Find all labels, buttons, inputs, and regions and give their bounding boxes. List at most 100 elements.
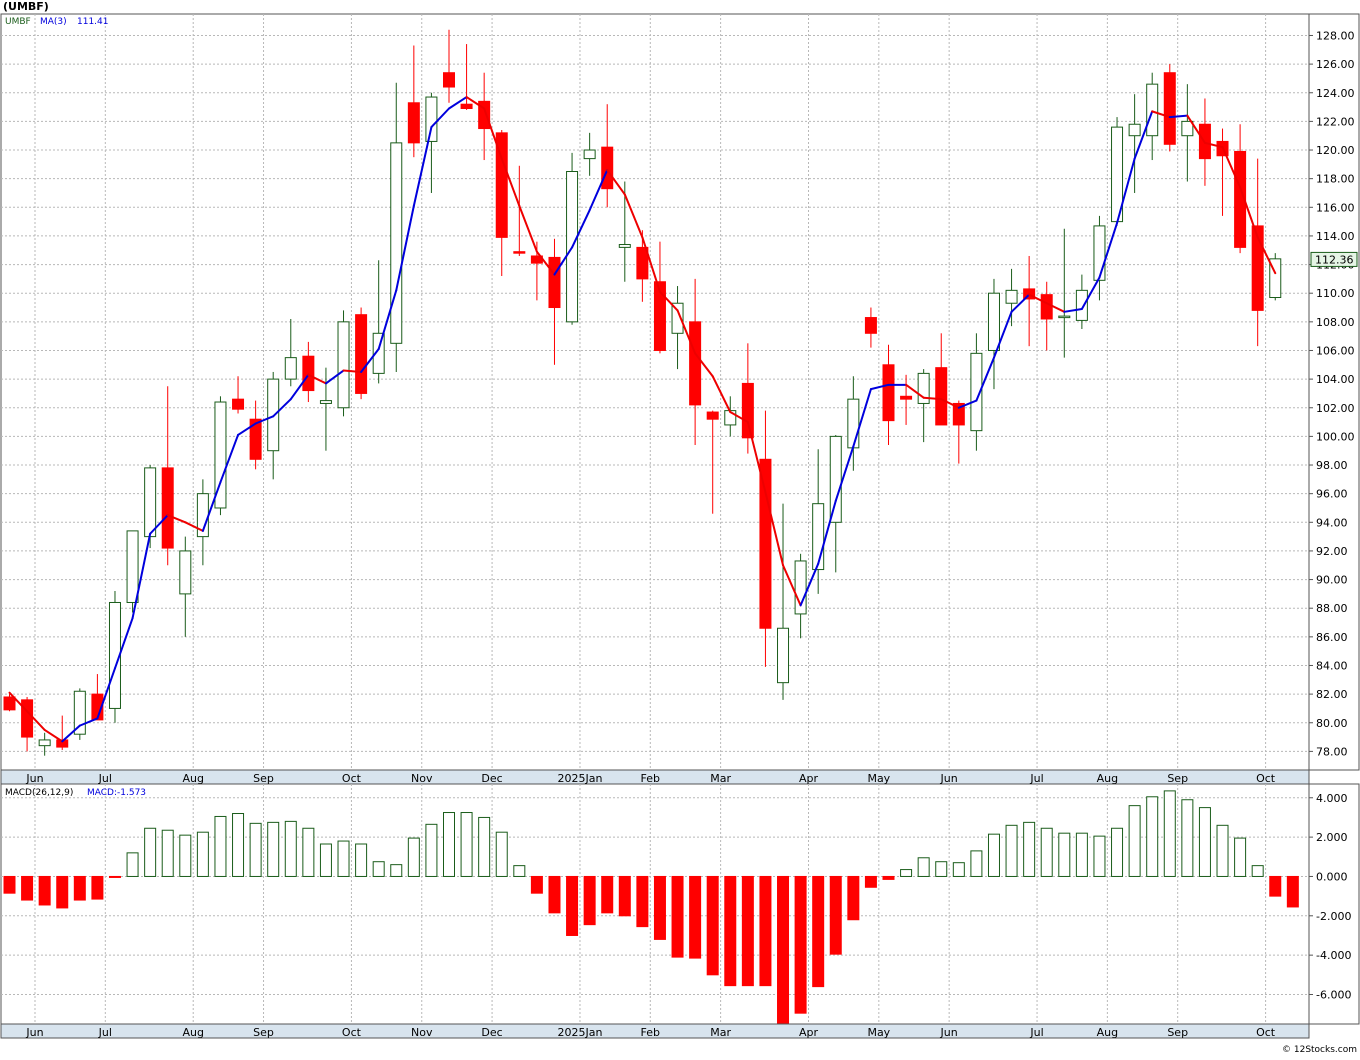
macd-x-label: Nov (411, 1026, 433, 1039)
candle-body (952, 402, 965, 426)
macd-bar (900, 869, 913, 877)
macd-bar (583, 875, 596, 926)
macd-bar (21, 875, 34, 901)
candle (38, 732, 51, 756)
macd-bar (566, 875, 579, 936)
macd-bar (794, 875, 807, 1014)
macd-bar (267, 821, 280, 877)
macd-x-label: May (867, 1026, 890, 1039)
candle-body (777, 627, 790, 684)
candle-body (337, 321, 350, 409)
candle-body (583, 149, 596, 160)
last-price-tag (1310, 251, 1358, 267)
candle-body (1058, 315, 1071, 319)
candle (636, 230, 649, 302)
macd-bar (1058, 832, 1071, 877)
candle (1181, 84, 1194, 182)
macd-bar (91, 875, 104, 900)
candle (249, 400, 262, 470)
candle-body (917, 372, 930, 404)
price-x-label: 2025Jan (557, 772, 602, 785)
price-y-tick-label: 94.00 (1316, 516, 1348, 529)
ma3-segment (377, 289, 398, 351)
macd-x-axis-band (0, 1023, 1310, 1039)
macd-x-label: Sep (1167, 1026, 1188, 1039)
macd-x-label: Oct (1256, 1026, 1276, 1039)
price-y-tick-label: 120.00 (1316, 144, 1355, 157)
candle (319, 367, 332, 451)
candle-body (671, 302, 684, 334)
candle (1075, 274, 1088, 329)
ma3-segment (184, 521, 204, 532)
footer-credit: © 12Stocks.com (1282, 1045, 1357, 1055)
candle-body (144, 467, 157, 538)
ma3-segment (694, 352, 714, 378)
candle (618, 181, 631, 282)
price-y-tick-label: 90.00 (1316, 574, 1348, 587)
candle-body (319, 400, 332, 404)
candle (390, 82, 403, 372)
ma3-segment (448, 96, 468, 110)
candle (1251, 158, 1264, 347)
candle (741, 343, 754, 454)
candle-body (864, 317, 877, 334)
macd-x-label: Jun (25, 1026, 43, 1039)
macd-x-label: Mar (710, 1026, 731, 1039)
candle-body (267, 378, 280, 452)
candle-body (847, 398, 860, 449)
price-x-label: Sep (253, 772, 274, 785)
price-y-tick-label: 86.00 (1316, 631, 1348, 644)
ma3-segment (782, 564, 802, 607)
candle-body (987, 292, 1000, 351)
ma3-segment (237, 422, 257, 436)
ma3-segment (219, 433, 240, 484)
candle-body (741, 382, 754, 439)
ma3-segment (571, 209, 591, 249)
candle (548, 238, 561, 365)
candle (777, 503, 790, 700)
price-y-tick-label: 82.00 (1316, 688, 1348, 701)
candle (601, 104, 614, 208)
ma3-segment (43, 728, 64, 743)
candle-body (1128, 123, 1141, 137)
ma3-segment (641, 236, 661, 293)
ma3-segment (1045, 302, 1066, 313)
ma3-segment (764, 491, 785, 567)
price-x-label: Aug (1097, 772, 1118, 785)
macd-bar (689, 875, 702, 959)
candle (425, 92, 438, 193)
candle (864, 307, 877, 348)
candle-body (1146, 83, 1159, 137)
macd-x-label: Aug (1097, 1026, 1118, 1039)
candle (1128, 94, 1141, 193)
price-y-tick-label: 104.00 (1316, 373, 1355, 386)
macd-bar (425, 823, 438, 877)
price-y-tick-label: 84.00 (1316, 659, 1348, 672)
macd-y-tick-label: -6.000 (1316, 988, 1351, 1001)
macd-bar (249, 822, 262, 877)
candle (882, 344, 895, 445)
macd-bar (108, 875, 121, 878)
candle-body (653, 281, 666, 351)
price-y-tick-label: 102.00 (1316, 402, 1355, 415)
price-x-label: Feb (641, 772, 660, 785)
ma3-segment (483, 107, 503, 160)
ma3-segment (817, 499, 837, 565)
price-x-label: Nov (411, 772, 433, 785)
candle (689, 278, 702, 445)
price-y-tick-label: 110.00 (1316, 287, 1355, 300)
macd-bar (1128, 805, 1141, 877)
macd-bar (1093, 835, 1106, 877)
candle-body (548, 256, 561, 309)
ma3-segment (8, 691, 29, 713)
macd-bar (935, 861, 948, 877)
candle-body (425, 96, 438, 142)
macd-y-tick-label: -4.000 (1316, 949, 1351, 962)
ma3-segment (1098, 222, 1119, 279)
macd-x-label: Oct (342, 1026, 362, 1039)
candle-body (1093, 225, 1106, 281)
macd-bar (443, 812, 455, 877)
candle-body (56, 739, 69, 748)
ma3-segment (869, 383, 890, 391)
